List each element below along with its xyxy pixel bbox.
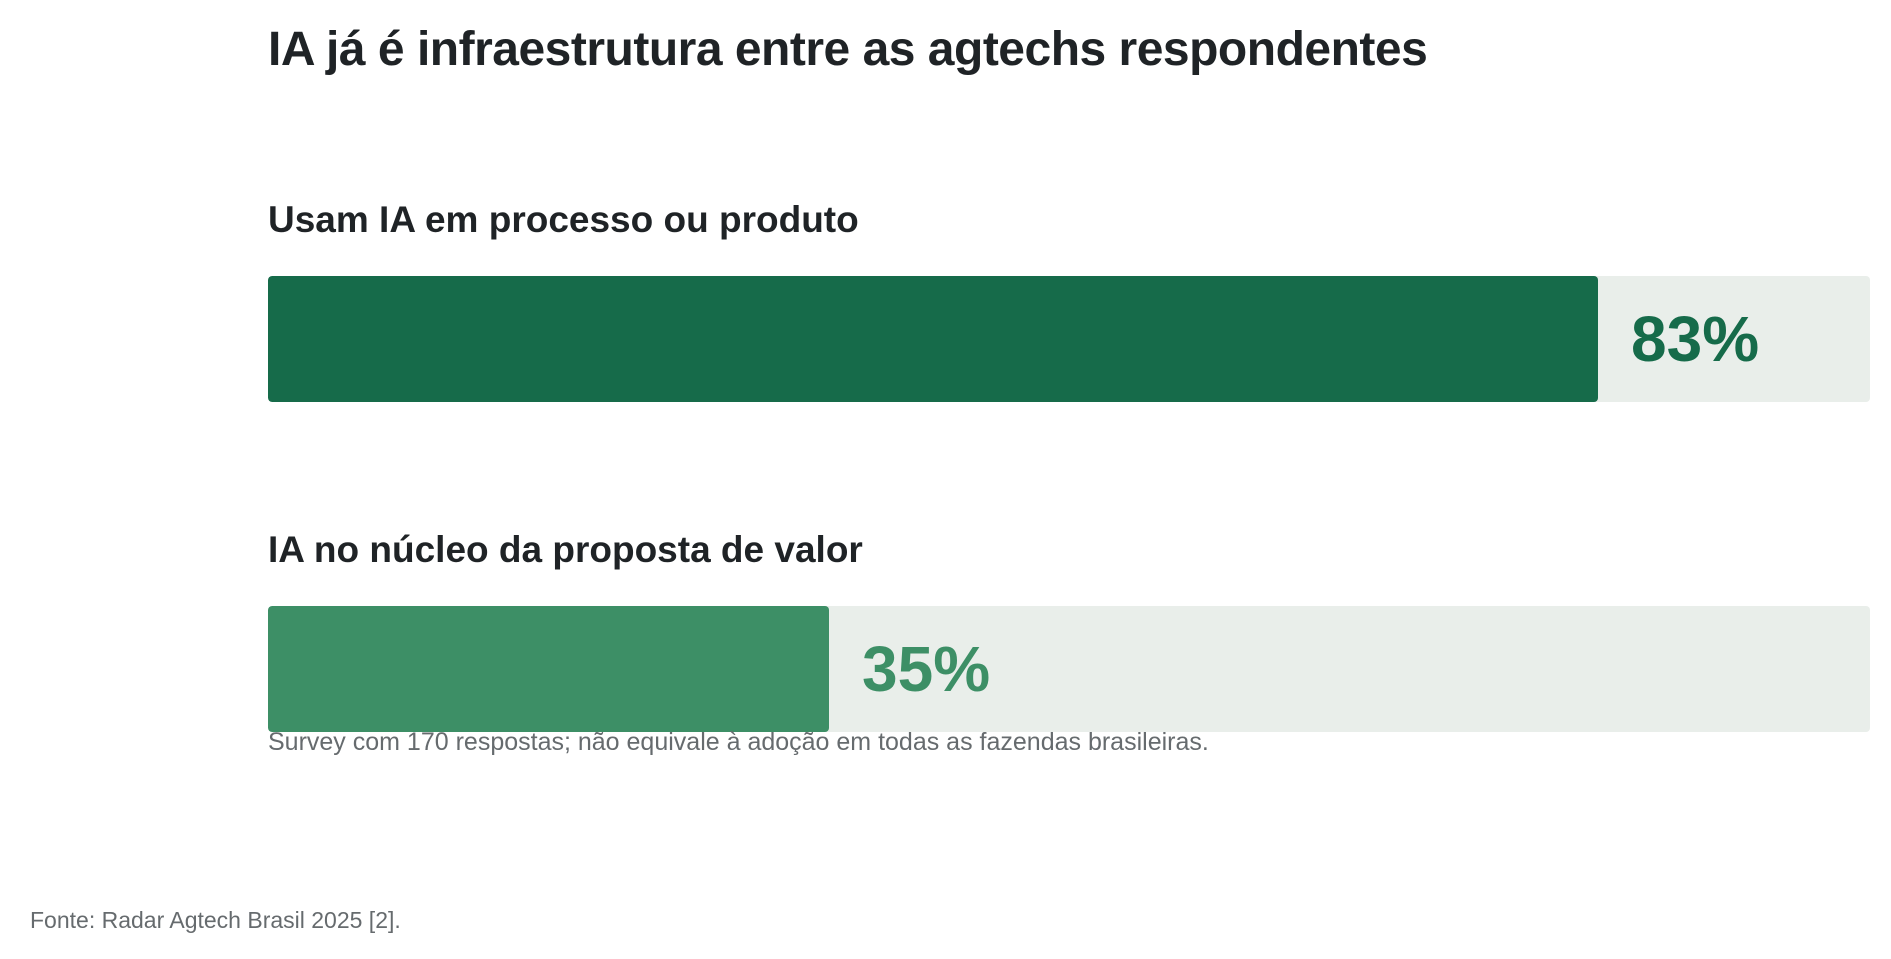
chart-source: Fonte: Radar Agtech Brasil 2025 [2]. (30, 907, 401, 933)
bar-ia-nucleo (268, 606, 829, 732)
value-label-ia-nucleo: 35% (862, 633, 991, 705)
value-label-usam-ia: 83% (1631, 303, 1760, 375)
bar-usam-ia (268, 276, 1598, 402)
bar-track-usam-ia: 83% (268, 276, 1870, 402)
bar-track-ia-nucleo: 35% (268, 606, 1870, 732)
bar-label-ia-nucleo: IA no núcleo da proposta de valor (268, 529, 863, 570)
bar-label-usam-ia: Usam IA em processo ou produto (268, 199, 859, 240)
chart-note: Survey com 170 respostas; não equivale à… (268, 728, 1209, 756)
chart-title: IA já é infraestrutura entre as agtechs … (268, 23, 1428, 76)
